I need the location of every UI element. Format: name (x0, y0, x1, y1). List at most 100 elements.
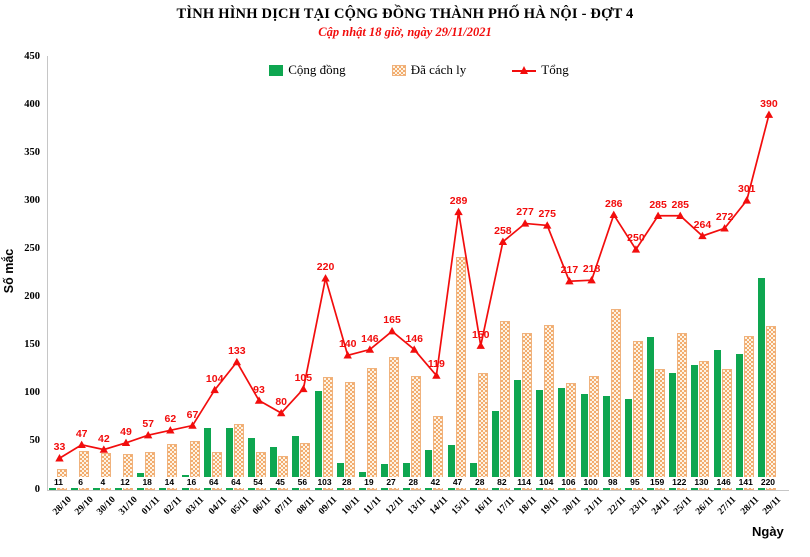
total-point-marker (99, 445, 109, 453)
x-axis-date-label: 25/11 (672, 495, 695, 518)
community-bar (469, 463, 477, 490)
total-point-marker (210, 385, 219, 394)
quarantine-bar (544, 325, 555, 490)
community-bar (248, 438, 256, 490)
total-point-marker (720, 224, 729, 232)
total-value-label: 150 (471, 328, 490, 341)
community-value-label: 12 (115, 477, 135, 488)
x-axis-date-label: 31/10 (117, 495, 141, 518)
community-bar (292, 436, 300, 490)
community-value-label: 95 (624, 477, 645, 488)
total-value-label: 105 (294, 371, 313, 384)
total-value-label: 33 (53, 441, 66, 454)
community-bar (203, 428, 211, 490)
total-value-label: 250 (627, 232, 645, 245)
y-tick-label: 400 (24, 98, 40, 110)
legend: Cộng đồng Đã cách ly Tổng (0, 62, 810, 78)
total-value-label: 272 (715, 211, 734, 224)
x-axis-date-label: 16/11 (472, 495, 495, 518)
total-value-label: 275 (538, 208, 556, 221)
total-value-label: 289 (449, 194, 468, 207)
community-bar (225, 428, 233, 490)
x-axis-date-label: 14/11 (428, 495, 451, 518)
x-axis-date-label: 19/11 (539, 495, 562, 518)
total-value-label: 285 (671, 198, 690, 211)
total-value-label: 390 (760, 97, 778, 110)
total-value-label: 49 (120, 425, 132, 438)
quarantine-bar (344, 382, 355, 490)
y-tick-label: 200 (24, 291, 40, 303)
community-bar (691, 364, 699, 490)
quarantine-bar (721, 368, 732, 490)
total-point-marker (520, 219, 530, 227)
x-axis-date-label: 17/11 (494, 495, 517, 518)
x-axis-date-label: 18/11 (517, 495, 540, 518)
community-value-label: 28 (336, 477, 357, 488)
x-axis-date-label: 29/11 (761, 495, 784, 518)
community-bar (580, 393, 588, 490)
total-value-label: 286 (604, 197, 623, 210)
chart-subtitle: Cập nhật 18 giờ, ngày 29/11/2021 (318, 25, 492, 39)
community-value-label: 56 (292, 477, 313, 488)
y-tick-label: 50 (29, 435, 41, 447)
community-bar (514, 380, 522, 490)
total-point-marker (188, 421, 197, 429)
total-point-marker (299, 384, 308, 393)
total-value-label: 42 (97, 432, 110, 445)
community-value-label: 14 (159, 477, 180, 488)
total-point-marker (476, 341, 485, 349)
community-bar (425, 449, 433, 490)
total-point-marker (498, 237, 508, 245)
community-value-label: 159 (647, 477, 668, 488)
total-point-marker (232, 357, 242, 366)
quarantine-bar (632, 340, 643, 490)
x-axis-title: Ngày (752, 524, 784, 539)
total-point-marker (410, 345, 419, 353)
total-point-marker (609, 210, 618, 219)
x-axis-date-label: 27/11 (716, 495, 739, 518)
total-point-marker (321, 274, 330, 282)
legend-item-community: Cộng đồng (269, 62, 346, 78)
quarantine-bar (588, 376, 599, 490)
x-axis-date-label: 05/11 (228, 495, 251, 518)
x-axis-date-label: 22/11 (605, 495, 628, 518)
total-value-label: 67 (186, 408, 199, 421)
quarantine-bar (411, 376, 422, 490)
quarantine-bar (610, 309, 621, 490)
x-axis-date-label: 10/11 (339, 495, 362, 518)
total-point-marker (143, 430, 153, 439)
y-tick-label: 250 (24, 242, 40, 254)
quarantine-bar (455, 257, 466, 490)
community-value-label: 114 (514, 477, 535, 488)
community-value-label: 98 (602, 477, 623, 488)
total-point-marker (121, 438, 131, 447)
total-point-marker (543, 221, 552, 229)
legend-label-quarantine: Đã cách ly (410, 62, 467, 77)
community-value-label: 130 (691, 477, 712, 488)
community-bar (757, 278, 765, 490)
community-value-label: 104 (536, 477, 557, 488)
community-bar (602, 395, 610, 490)
x-axis-date-label: 11/11 (362, 495, 384, 517)
y-tick-label: 0 (34, 483, 40, 495)
x-axis-date-label: 30/10 (95, 495, 118, 518)
community-bar (558, 388, 566, 490)
community-value-label: 47 (447, 477, 468, 488)
community-value-label: 54 (248, 477, 269, 488)
y-tick-label: 350 (24, 146, 40, 158)
total-value-label: 218 (582, 263, 601, 276)
community-bar (92, 486, 100, 490)
quarantine-bar (743, 336, 754, 490)
community-bar (536, 389, 544, 490)
community-value-label: 64 (225, 477, 246, 488)
total-value-label: 140 (338, 338, 357, 351)
community-value-label: 82 (491, 477, 512, 488)
quarantine-bar (522, 333, 533, 490)
community-value-label: 28 (469, 477, 490, 488)
triangle-marker-icon (520, 65, 529, 74)
total-value-label: 165 (383, 314, 401, 327)
x-axis-date-label: 20/11 (561, 495, 584, 518)
total-value-label: 220 (316, 261, 335, 274)
community-bar (647, 337, 655, 490)
total-point-marker (676, 211, 685, 219)
